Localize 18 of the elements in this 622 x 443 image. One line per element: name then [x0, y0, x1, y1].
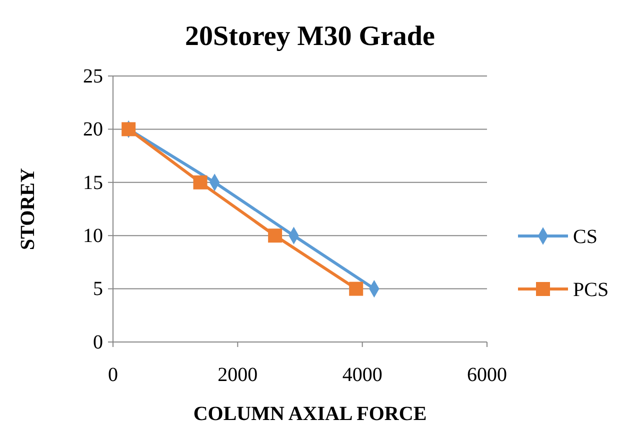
- x-axis-title: COLUMN AXIAL FORCE: [193, 403, 427, 425]
- x-tick-label: 0: [108, 364, 118, 386]
- x-tick-label: 2000: [218, 364, 258, 386]
- y-tick-label: 5: [93, 278, 103, 300]
- y-tick-label: 15: [83, 172, 103, 194]
- legend-label: CS: [573, 226, 598, 248]
- point: [349, 282, 364, 296]
- chart-title: 20Storey M30 Grade: [185, 21, 435, 52]
- x-tick-label: 6000: [467, 364, 507, 386]
- point: [193, 175, 208, 190]
- point: [268, 228, 282, 243]
- legend-label: PCS: [573, 279, 609, 301]
- y-tick-label: 20: [83, 118, 103, 141]
- y-tick-label: 10: [83, 225, 103, 247]
- y-tick-label: 0: [93, 331, 103, 354]
- y-axis-title: STOREY: [17, 168, 39, 250]
- x-tick-label: 4000: [342, 364, 382, 386]
- y-tick-label: 25: [83, 65, 103, 88]
